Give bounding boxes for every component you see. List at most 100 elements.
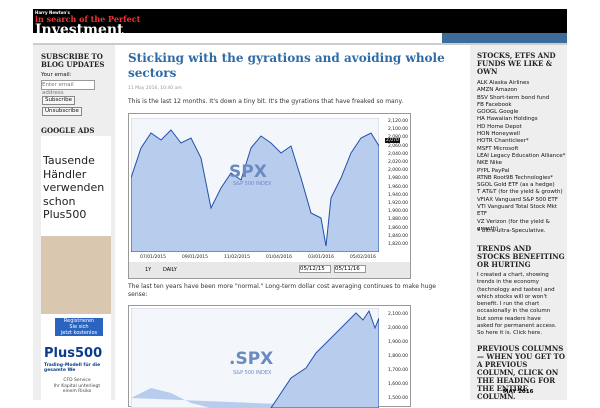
holding[interactable]: VTI Vanguard Total Stock Mkt ETF — [477, 204, 558, 218]
start-date[interactable]: 05/12/15 — [299, 265, 331, 273]
paragraph: This is the last 12 months. It's down a … — [128, 98, 404, 105]
post-title[interactable]: Sticking with the gyrations and avoiding… — [128, 51, 445, 80]
x-tick-label: 01/04/2016 — [266, 255, 292, 260]
ad-disclaimer-line: Ihr Kapital unterliegt — [53, 383, 101, 389]
chart-plot — [131, 118, 379, 252]
holding[interactable]: HON Honeywell — [477, 131, 520, 138]
ad[interactable]: Tausende Händler verwenden schon Plus500 Reg… — [41, 136, 111, 400]
y-tick-label: 2,060.00 — [387, 143, 408, 149]
ad-button[interactable]: Registrieren Sie sich jetzt kostenlos — [55, 318, 103, 336]
chart-symbol: .SPX — [229, 349, 274, 369]
ad-photo — [41, 236, 111, 314]
x-tick-label: 07/01/2015 — [140, 255, 166, 260]
paragraph: The last ten years have been more "norma… — [128, 283, 436, 298]
holding[interactable]: AMZN Amazon — [477, 87, 518, 94]
holding[interactable]: VFIAX Vanguard S&P 500 ETF — [477, 196, 558, 203]
holding[interactable]: BSV Short-term bond fund — [477, 94, 550, 101]
ad-button-line: Sie sich — [69, 324, 89, 330]
holding[interactable]: LEAI Legacy Education Alliance* — [477, 152, 566, 159]
trends-text[interactable]: I created a chart, showing trends in the… — [477, 272, 557, 337]
rule — [33, 43, 567, 45]
holdings-list: ALK Alaska Airlines AMZN Amazon BSV Short-… — [477, 80, 567, 233]
end-date[interactable]: 05/11/16 — [334, 265, 366, 273]
ad-line: Plus500 — [43, 208, 87, 221]
holding[interactable]: GOOGL Google — [477, 109, 519, 116]
y-tick-label: 1,960.00 — [387, 184, 408, 190]
interval[interactable]: DAILY — [163, 267, 177, 273]
right-sidebar — [470, 45, 567, 400]
y-tick-label: 2,000.00 — [387, 168, 408, 174]
chart-name: S&P 500 INDEX — [233, 181, 272, 187]
footnote: * Ultra-ultra-Speculative. — [477, 228, 546, 234]
ad-line: Händler — [43, 167, 87, 181]
holding[interactable]: HD Home Depot — [477, 123, 522, 130]
holding[interactable]: HA Hawaiian Holdings — [477, 116, 538, 123]
ad-line: Tausende — [43, 154, 95, 167]
header-bar — [33, 9, 567, 33]
y-tick-label: 2,020.00 — [387, 160, 408, 165]
holdings-heading: STOCKS, ETFS AND FUNDS WE LIKE & OWN — [477, 51, 556, 76]
price-area — [270, 309, 379, 408]
y-tick-label: 1,600.00 — [387, 382, 408, 387]
holding[interactable]: FB Facebook — [477, 101, 512, 108]
range[interactable]: 1Y — [145, 267, 152, 273]
y-tick-label: 2,040.00 — [387, 151, 408, 157]
logo-line2[interactable]: Investment — [35, 22, 124, 38]
holding[interactable]: VZ Verizon (for the yield & growth) — [477, 218, 550, 232]
month[interactable]: MAY 2016 — [503, 389, 534, 395]
holding[interactable]: RTNB Root9B Technologies* — [477, 174, 553, 181]
holding[interactable]: MSFT Microsoft — [477, 145, 519, 152]
y-tick-label: 1,840.00 — [387, 233, 408, 239]
chart-symbol: SPX — [229, 162, 267, 182]
y-tick-label: 1,980.00 — [387, 176, 408, 182]
ad-disclaimer-line: einem Risiko — [62, 389, 92, 394]
x-tick-label: 05/02/2016 — [350, 255, 376, 260]
holding[interactable]: ALK Alaska Airlines — [477, 80, 530, 86]
ad-disclaimer: CFD Service Ihr Kapital unterliegt einem R… — [47, 378, 107, 395]
holding[interactable]: SGOL Gold ETF (as a hedge) — [477, 182, 555, 189]
y-tick-label: 1,880.00 — [387, 217, 408, 223]
x-tick-label: 03/01/2016 — [308, 255, 334, 260]
ads-heading: GOOGLE ADS — [41, 126, 95, 135]
ad-disclaimer-line: CFD Service — [63, 378, 91, 383]
ad-line: verwenden — [43, 181, 105, 194]
y-tick-label: 2,120.00 — [387, 119, 408, 124]
ad-button-line: jetzt kostenlos — [60, 330, 98, 336]
logo-top: Harry Newton's — [35, 10, 70, 15]
y-tick-label: 2,000.00 — [387, 326, 408, 331]
unsubscribe-button[interactable]: Unsubscribe — [42, 107, 82, 117]
y-tick-label: 1,900.00 — [387, 209, 408, 215]
y-tick-label: 1,500.00 — [387, 396, 408, 401]
ad-tagline: Trading-Modell für die gesamte We — [44, 363, 101, 373]
post-date: 11 May 2016, 10:40 am — [128, 86, 182, 91]
y-tick-label: 2,080.00 — [387, 135, 408, 141]
x-tick-label: 11/02/2015 — [224, 255, 250, 260]
chart-name: S&P 500 INDEX — [233, 370, 272, 376]
ad-text: Tausende Händler verwenden schon Plus500 — [43, 154, 104, 222]
y-tick-label: 1,920.00 — [387, 201, 408, 206]
y-tick-label: 2,100.00 — [387, 312, 408, 317]
y-tick-label: 1,800.00 — [387, 354, 408, 359]
x-tick-label: 09/01/2015 — [182, 255, 208, 260]
holding[interactable]: NKE Nike — [477, 160, 502, 167]
price-area — [131, 129, 379, 252]
chart-image: .SPX S&P 500 INDEX 2,100.00 2,000.00 1,900… — [128, 305, 411, 408]
holding[interactable]: PYPL PayPal — [477, 167, 510, 174]
nav-bar: HOMEABOUT HARRYSEARCH — [442, 33, 567, 69]
logo-line1[interactable]: in search of the Perfect — [35, 14, 141, 24]
y-tick-label: 2,100.00 — [387, 127, 408, 133]
previous-heading: PREVIOUS COLUMNS — WHEN YOU GET TO A PRE… — [477, 344, 565, 401]
ad-line: schon — [43, 194, 76, 208]
email-input[interactable]: Enter email address — [41, 80, 95, 96]
holding[interactable]: T AT&T (for the yield & growth) — [477, 189, 563, 196]
y-tick-label: 1,820.00 — [387, 242, 408, 247]
subscribe-heading: SUBSCRIBE TO BLOG UPDATES — [41, 52, 105, 69]
email-label: Your email: — [41, 72, 72, 78]
ad-button-line: Registrieren — [63, 318, 95, 324]
chart-image: SPX S&P 500 INDEX 2,070 1Y DAILY 05/12/1… — [128, 113, 411, 279]
subscribe-button[interactable]: Subscribe — [42, 96, 76, 106]
holding[interactable]: HOTR Chanticleer* — [477, 138, 529, 145]
y-tick-label: 1,700.00 — [387, 368, 408, 373]
